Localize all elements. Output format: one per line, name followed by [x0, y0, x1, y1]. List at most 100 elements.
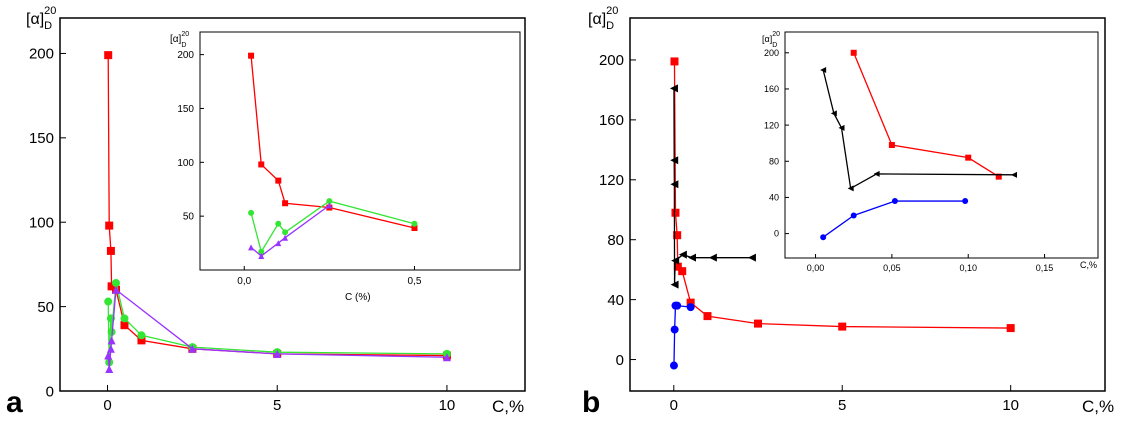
y-tick-label: 200 — [599, 52, 624, 69]
marker — [673, 301, 682, 310]
marker — [838, 322, 847, 331]
marker — [673, 262, 682, 271]
marker — [686, 303, 695, 312]
y-label-sub: D — [606, 20, 614, 32]
y-tick-label: 160 — [764, 84, 779, 94]
marker — [275, 220, 282, 227]
y-tick-label: 100 — [177, 158, 194, 169]
y-axis-label: [α]D 20 — [588, 5, 618, 32]
marker — [106, 344, 115, 353]
y-tick-label: 200 — [764, 48, 779, 58]
marker — [965, 154, 972, 161]
marker — [248, 244, 255, 251]
marker — [670, 156, 679, 165]
x-axis-label: C,% — [492, 397, 524, 416]
series-line — [822, 200, 966, 238]
marker — [850, 49, 857, 56]
marker — [891, 198, 898, 205]
y-axis-label: [α]D 20 — [26, 5, 56, 32]
marker — [411, 220, 418, 227]
y-tick-label: 80 — [769, 156, 779, 166]
y-tick-label: 150 — [177, 104, 194, 115]
y-tick-label: 50 — [37, 299, 54, 316]
x-axis-label: C,% — [1082, 397, 1114, 416]
y-label-sup: 20 — [606, 5, 618, 17]
y-tick-label: 40 — [769, 193, 779, 203]
panel-label: b — [582, 386, 600, 419]
y-tick-label: 0 — [46, 383, 54, 400]
marker — [847, 185, 854, 192]
marker — [275, 240, 282, 247]
x-tick-label: 10 — [1002, 397, 1019, 414]
marker — [282, 234, 289, 241]
marker — [754, 319, 763, 328]
marker — [670, 57, 679, 66]
marker — [137, 336, 146, 345]
x-tick-label: 0 — [670, 397, 678, 414]
marker — [687, 253, 696, 262]
marker — [258, 248, 265, 255]
marker — [248, 52, 255, 59]
series-line — [250, 200, 415, 254]
y-tick-label: 0 — [616, 352, 624, 369]
x-tick-label: 0,5 — [408, 276, 422, 287]
marker — [1006, 324, 1015, 333]
x-tick-label: 0 — [103, 397, 111, 414]
y-label-main: [α] — [170, 34, 182, 45]
x-tick-label: 5 — [838, 397, 846, 414]
marker — [105, 221, 114, 230]
inset-frame — [784, 31, 1099, 259]
marker — [830, 110, 837, 117]
marker — [258, 253, 265, 259]
y-tick-label: 100 — [29, 214, 54, 231]
marker — [248, 209, 255, 216]
marker — [326, 202, 333, 209]
x-axis-label: C,% — [1080, 260, 1097, 270]
marker — [107, 282, 116, 291]
marker — [107, 336, 116, 345]
marker — [708, 253, 717, 262]
y-label-main: [α] — [588, 11, 606, 28]
y-tick-label: 50 — [183, 212, 195, 223]
x-axis-label: C (%) — [345, 292, 371, 303]
marker — [888, 142, 895, 148]
marker — [747, 253, 756, 262]
marker — [678, 267, 687, 276]
y-tick-label: 40 — [607, 292, 624, 309]
x-tick-label: 0,00 — [807, 263, 825, 273]
y-tick-label: 0 — [774, 229, 779, 239]
marker — [838, 124, 845, 131]
y-axis-label: [α]D 20 — [170, 31, 189, 49]
y-tick-label: 150 — [29, 130, 54, 147]
y-tick-label: 120 — [764, 120, 779, 130]
series-line — [250, 55, 415, 229]
marker — [282, 229, 289, 236]
panel-label: a — [6, 386, 23, 419]
marker — [670, 325, 679, 334]
y-tick-label: 200 — [177, 50, 194, 61]
series-line — [673, 61, 1011, 329]
marker — [106, 246, 115, 255]
marker — [282, 200, 289, 207]
series-line — [853, 52, 1000, 178]
x-tick-label: 0,05 — [883, 263, 901, 273]
x-tick-label: 0,0 — [237, 276, 251, 287]
y-tick-label: 120 — [599, 172, 624, 189]
marker — [673, 231, 682, 240]
marker — [703, 312, 712, 321]
y-axis-label: [α]D 20 — [762, 31, 780, 49]
marker — [678, 250, 687, 259]
y-label-main: [α] — [762, 34, 772, 44]
marker — [104, 297, 113, 306]
inset-frame — [199, 31, 521, 271]
marker — [669, 84, 678, 93]
marker — [258, 161, 265, 168]
x-tick-label: 10 — [439, 397, 456, 414]
marker — [670, 280, 679, 289]
y-label-sup: 20 — [772, 31, 780, 38]
marker — [671, 256, 680, 265]
x-tick-label: 0,15 — [1036, 263, 1054, 273]
marker — [873, 170, 880, 177]
y-label-sub: D — [772, 42, 777, 49]
